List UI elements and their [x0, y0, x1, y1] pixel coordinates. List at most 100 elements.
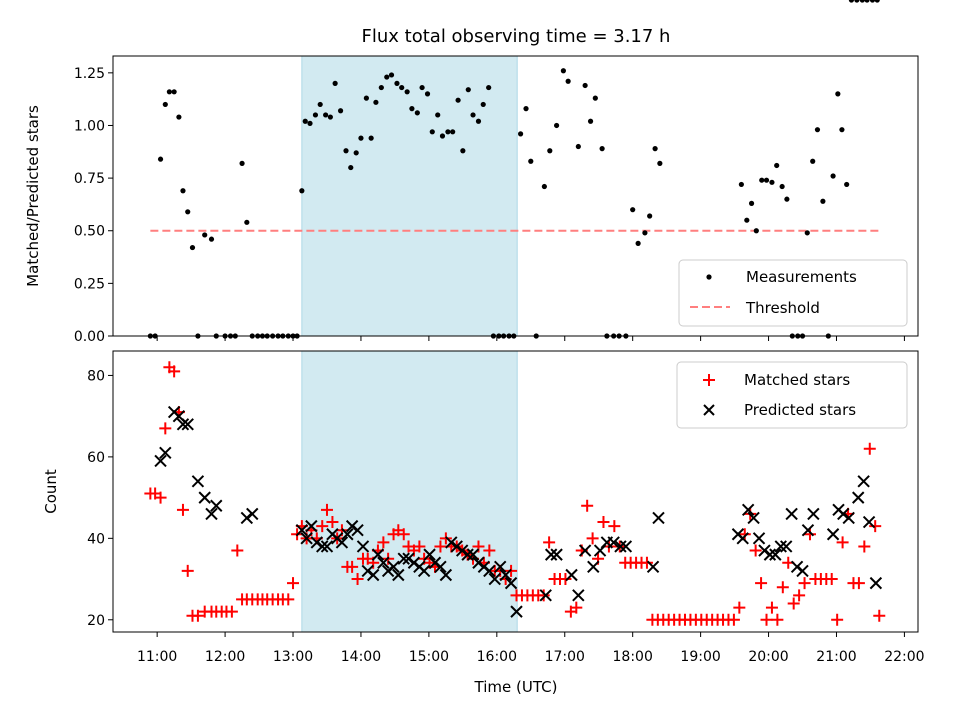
measurement-point — [239, 160, 245, 166]
measurement-point — [848, 0, 855, 3]
measurement-point — [384, 74, 390, 80]
measurement-point — [424, 91, 431, 97]
matched-point — [836, 536, 849, 549]
matched-point — [543, 536, 556, 549]
measurement-point — [388, 72, 395, 78]
predicted-point — [154, 454, 167, 468]
measurements-legend-label: Measurements — [746, 268, 857, 286]
observing-span-top — [301, 55, 518, 337]
predicted-point — [371, 548, 385, 561]
matched-point — [282, 593, 295, 606]
x-tick-label: 19:00 — [680, 649, 720, 665]
ratio-y-tick-label: 0.75 — [74, 171, 105, 187]
measurement-point — [814, 127, 821, 133]
predicted-point — [181, 418, 194, 431]
measurement-point — [399, 84, 405, 91]
predicted-point — [397, 552, 410, 565]
count-panel-frame — [112, 350, 919, 633]
predicted-point — [351, 523, 364, 537]
predicted-point — [842, 511, 855, 525]
measurement-point — [744, 217, 750, 223]
count-legend-box — [676, 361, 908, 429]
measurement-point — [323, 112, 329, 118]
measurement-point — [869, 0, 876, 3]
predicted-point — [785, 507, 798, 521]
predicted-point — [488, 572, 501, 586]
measurement-point — [343, 148, 349, 154]
measurement-point — [486, 84, 492, 91]
measurement-point — [864, 0, 870, 3]
observing-span-bottom — [301, 350, 518, 633]
matched-point — [640, 556, 653, 569]
predicted-point — [483, 564, 496, 578]
measurement-point — [839, 127, 845, 133]
matched-point — [733, 601, 746, 614]
count-y-tick-label: 80 — [87, 368, 105, 384]
measurement-point — [560, 68, 566, 74]
matched-point — [351, 573, 364, 586]
matched-point — [586, 532, 599, 545]
matched-point — [397, 528, 410, 541]
measurement-point — [523, 106, 529, 112]
measurement-point — [373, 99, 379, 105]
measurement-point — [830, 173, 836, 179]
predicted-point — [741, 503, 755, 517]
matched-point — [559, 573, 572, 586]
measurement-point — [299, 188, 305, 194]
measurement-point — [874, 0, 880, 3]
predicted-point — [539, 589, 552, 602]
matched-points — [144, 361, 886, 626]
measurement-point — [630, 207, 636, 213]
predicted-point — [544, 548, 558, 561]
measurement-point — [647, 213, 653, 219]
matched-point — [798, 577, 811, 590]
measurement-point — [171, 89, 177, 95]
predicted-point — [439, 568, 453, 582]
matched-point — [765, 601, 778, 614]
threshold-legend-label: Threshold — [745, 299, 820, 317]
measurement-point — [180, 188, 186, 194]
measurement-point — [475, 118, 482, 124]
measurement-point — [302, 118, 308, 124]
matched-legend-marker — [703, 374, 715, 386]
measurement-point — [337, 108, 344, 114]
predicted-point — [387, 560, 400, 574]
measurement-point — [592, 95, 598, 101]
predicted-point — [198, 491, 211, 504]
measurement-point — [358, 135, 364, 141]
matched-point — [483, 544, 496, 557]
ratio-panel-frame — [112, 55, 919, 337]
x-tick-label: 22:00 — [884, 649, 924, 665]
measurement-point — [460, 148, 466, 154]
measurement-point — [738, 181, 744, 188]
predicted-point — [335, 536, 349, 549]
measurement-point — [353, 150, 359, 156]
predicted-point — [565, 568, 578, 582]
predicted-point — [320, 540, 334, 553]
matched-point — [191, 609, 204, 622]
measurement-point — [582, 82, 588, 89]
predicted-point — [807, 507, 820, 521]
measurement-point — [835, 91, 841, 97]
count-legend: Matched stars Predicted stars — [676, 361, 908, 429]
measurements-legend-marker — [706, 274, 712, 280]
predicted-point — [366, 568, 380, 582]
matched-point — [159, 422, 172, 435]
matched-point — [787, 597, 800, 610]
predicted-point — [434, 560, 447, 574]
matched-point — [570, 601, 583, 614]
predicted-point — [801, 523, 815, 537]
measurement-point — [445, 129, 451, 135]
chart-title: Flux total observing time = 3.17 h — [362, 26, 671, 47]
x-tick-label: 14:00 — [341, 649, 381, 665]
measurement-point — [185, 209, 191, 215]
predicted-point — [494, 560, 507, 574]
measurement-point — [439, 133, 446, 139]
predicted-legend-label: Predicted stars — [744, 401, 856, 419]
predicted-point — [578, 544, 592, 557]
measurement-point — [378, 84, 384, 91]
matched-point — [231, 544, 244, 557]
matched-point — [863, 442, 876, 455]
measurement-point — [753, 228, 759, 234]
measurement-point — [804, 230, 810, 236]
